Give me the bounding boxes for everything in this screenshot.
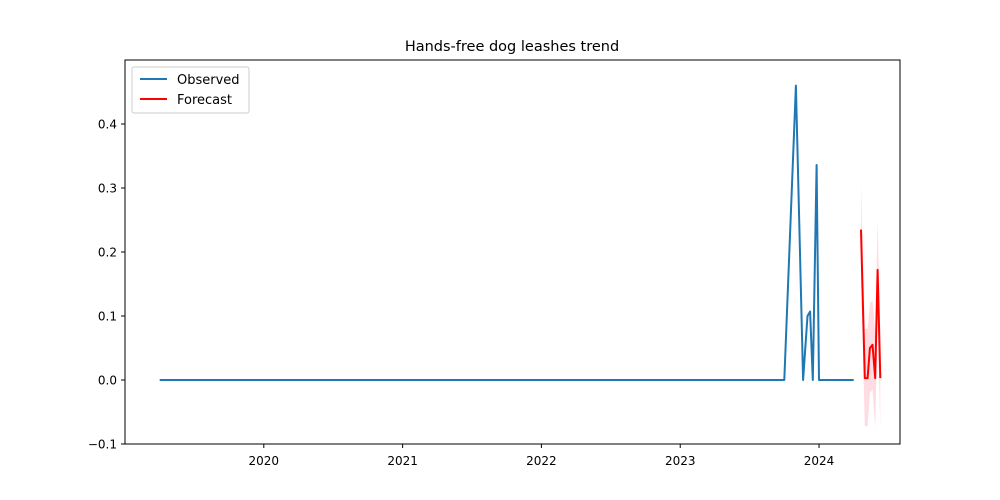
x-tick-label: 2021 xyxy=(387,454,418,468)
chart-title: Hands-free dog leashes trend xyxy=(405,39,619,55)
x-axis: 2020 2021 2022 2023 2024 xyxy=(249,444,835,468)
y-tick-label: 0.2 xyxy=(98,246,117,260)
x-tick-label: 2020 xyxy=(249,454,280,468)
y-tick-label: −0.1 xyxy=(88,438,117,452)
forecast-series-line xyxy=(860,229,882,380)
legend-label-forecast: Forecast xyxy=(177,93,232,108)
y-tick-label: 0.1 xyxy=(98,310,117,324)
legend-label-observed: Observed xyxy=(177,73,240,88)
plot-area xyxy=(159,84,882,428)
legend: Observed Forecast xyxy=(131,66,250,114)
y-tick-label: 0.0 xyxy=(98,374,117,388)
x-tick-label: 2022 xyxy=(526,454,557,468)
observed-series-line xyxy=(159,84,854,381)
y-tick-label: 0.4 xyxy=(98,118,117,132)
y-axis: −0.1 0.0 0.1 0.2 0.3 0.4 xyxy=(88,118,125,452)
x-tick-label: 2024 xyxy=(804,454,835,468)
y-tick-label: 0.3 xyxy=(98,182,117,196)
axes-frame xyxy=(124,59,901,445)
x-tick-label: 2023 xyxy=(665,454,696,468)
